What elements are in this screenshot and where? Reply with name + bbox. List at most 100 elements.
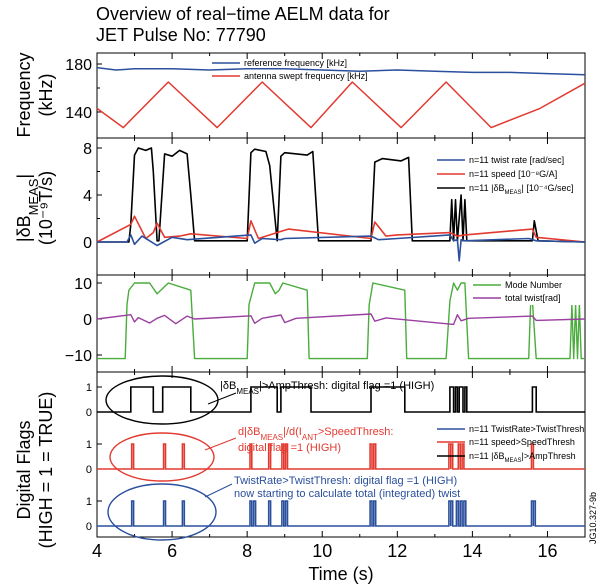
twist-ytick-label: 0: [83, 235, 92, 252]
amp-flag-trace: [97, 386, 585, 413]
x-tick-label: 8: [242, 541, 252, 561]
frequency-series-1: [96, 81, 586, 129]
amp-flag-ytick-label: 1: [86, 382, 92, 394]
x-tick-label: 12: [387, 541, 407, 561]
label-part: n=11 |δB: [469, 451, 504, 461]
twist-ylabel-2: (10⁻⁹T/s): [36, 171, 56, 245]
label-part: 1: [86, 439, 92, 451]
frequency-ylabel-1: Frequency: [14, 52, 34, 137]
twist-annotation-line1: TwistRate>TwistThresh: digital flag =1 (…: [234, 475, 457, 487]
speed-flag-ellipse: [109, 432, 215, 482]
x-tick-label: 10: [312, 541, 332, 561]
mode-ytick-label: 0: [83, 312, 92, 329]
twist-flag-ellipse: [107, 483, 217, 541]
label-part: |δB: [220, 380, 236, 392]
twist-flag-ytick-label: 1: [86, 496, 92, 508]
label-part: 1: [86, 496, 92, 508]
label-part: 0: [86, 464, 92, 476]
frequency-ytick-label: 180: [65, 57, 92, 74]
mode-legend-twist-label: total twist[rad]: [505, 293, 561, 303]
x-tick-label: 4: [92, 541, 102, 561]
label-part: MEAS: [236, 387, 259, 396]
label-part: 0: [86, 521, 92, 533]
label-part: MEAS: [26, 178, 41, 215]
speed-annotation-arrow: [204, 437, 237, 451]
twist-legend-speed-label: n=11 speed [10⁻⁸G/A]: [469, 169, 557, 179]
twist-annotation-arrow: [204, 483, 233, 498]
speed-annotation-line2: digital flag =1 (HIGH): [238, 442, 341, 454]
label-part: 1: [86, 382, 92, 394]
label-part: MEAS: [504, 190, 521, 196]
speed-flag-ytick-label: 0: [86, 464, 92, 476]
label-part: n=11 speed>SpeedThresh: [469, 437, 575, 447]
twist-annotation-line2: now starting to calculate total (integra…: [234, 488, 460, 500]
label-part: 0: [83, 235, 92, 252]
label-part: 0: [86, 407, 92, 419]
label-part: (10⁻⁹T/s): [36, 171, 56, 245]
flags-legend-twist-label: n=11 TwistRate>TwistThresh: [469, 424, 584, 434]
label-part: |: [14, 174, 34, 179]
label-part: JG10.327-9b: [588, 492, 598, 544]
label-part: now starting to calculate total (integra…: [234, 488, 460, 500]
figure-id-label: JG10.327-9b: [588, 492, 598, 544]
x-tick-label: 16: [537, 541, 557, 561]
label-part: digital flag =1 (HIGH): [238, 442, 341, 454]
label-part: (HIGH = 1 = TRUE): [36, 392, 56, 549]
amp-annotation-arrow: [207, 392, 237, 405]
label-part: MEAS: [260, 433, 283, 442]
label-part: |δB: [14, 215, 34, 242]
x-tick-label: 14: [462, 541, 482, 561]
label-part: antenna swept frequency [kHz]: [244, 71, 368, 81]
twist-ytick-label: 8: [83, 141, 92, 158]
mode-ytick-label: 10: [74, 276, 92, 293]
flags-legend-speed-label: n=11 speed>SpeedThresh: [469, 437, 575, 447]
label-part: ANT: [302, 433, 318, 442]
label-part: |/d(I: [283, 426, 302, 438]
frequency-legend-antenna-label: antenna swept frequency [kHz]: [244, 71, 368, 81]
amp-flag-ytick-label: 0: [86, 407, 92, 419]
speed-flag-ytick-label: 1: [86, 439, 92, 451]
label-part: 8: [242, 541, 252, 561]
frequency-ytick-label: 140: [65, 105, 92, 122]
twist-legend-amp-label: n=11 |δBMEAS| [10⁻⁴G/sec]: [469, 183, 573, 196]
label-part: 16: [537, 541, 557, 561]
mode-series-1: [96, 313, 586, 326]
label-part: >SpeedThresh:: [318, 426, 394, 438]
amp-annotation: |δBMEAS|>AmpThresh: digital flag =1 (HIG…: [220, 380, 434, 396]
label-part: n=11 |δB: [469, 183, 504, 193]
mode-legend-mode-label: Mode Number: [505, 280, 562, 290]
label-part: total twist[rad]: [505, 293, 561, 303]
label-part: 140: [65, 105, 92, 122]
label-part: Time (s): [308, 564, 373, 584]
label-part: 12: [387, 541, 407, 561]
speed-flag-trace: [97, 443, 585, 470]
frequency-ylabel-2: (kHz): [36, 74, 56, 117]
label-part: 4: [92, 541, 102, 561]
label-part: 0: [83, 312, 92, 329]
mode-series-0: [97, 282, 585, 360]
figure-title-line2: JET Pulse No: 77790: [96, 25, 266, 45]
mode-ytick-label: −10: [65, 348, 92, 365]
flags-ylabel-2: (HIGH = 1 = TRUE): [36, 392, 56, 549]
twist-ylabel-1: |δBMEAS|: [14, 174, 41, 242]
x-tick-label: 6: [167, 541, 177, 561]
label-part: n=11 twist rate [rad/sec]: [469, 155, 564, 165]
label-part: MEAS: [504, 458, 521, 464]
label-part: 8: [83, 141, 92, 158]
twist-ytick-label: 4: [83, 188, 92, 205]
label-part: 14: [462, 541, 482, 561]
label-part: Mode Number: [505, 280, 562, 290]
label-part: −10: [65, 348, 92, 365]
label-part: n=11 speed [10⁻⁸G/A]: [469, 169, 557, 179]
twist-series-1: [96, 215, 586, 243]
label-part: 6: [167, 541, 177, 561]
twist-flag-trace: [97, 500, 585, 527]
label-part: Digital Flags: [14, 420, 34, 519]
twist-series-2: [97, 147, 586, 243]
twist-legend-rate-label: n=11 twist rate [rad/sec]: [469, 155, 564, 165]
flags-legend-amp-label: n=11 |δBMEAS|>AmpThresh: [469, 451, 576, 464]
frequency-legend-reference-label: reference frequency [kHz]: [244, 58, 347, 68]
speed-annotation-line1: d|δBMEAS|/d(IANT>SpeedThresh:: [238, 426, 393, 442]
label-part: TwistRate>TwistThresh: digital flag =1 (…: [234, 475, 457, 487]
